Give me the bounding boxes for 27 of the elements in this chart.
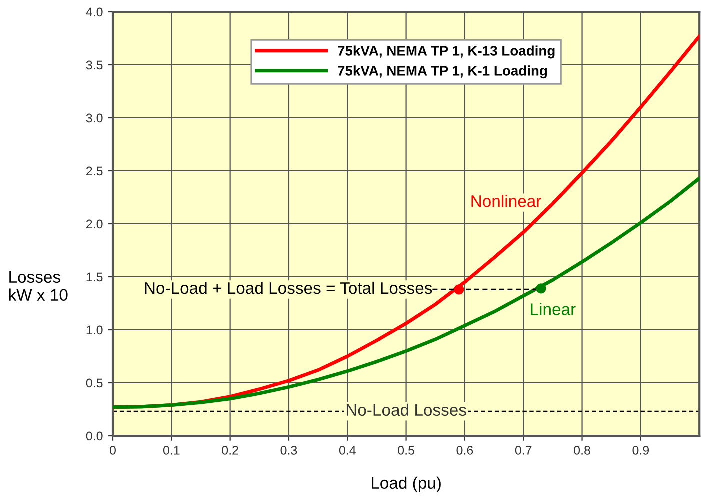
legend-label: 75kVA, NEMA TP 1, K-13 Loading [338,46,555,59]
x-tick-label: 0.9 [632,446,650,455]
y-tick-label: 0.5 [86,378,103,388]
annotation: Nonlinear [472,195,542,208]
y-tick-label: 2.5 [86,166,103,176]
x-tick-label: 0.1 [163,446,180,455]
x-tick-label: 0.7 [515,446,532,455]
y-tick-label: 1.0 [86,326,103,335]
y-axis-title: Losses kW x 10 [9,271,68,302]
y-tick-label: 1.5 [86,272,103,282]
y-tick-label: 3.0 [86,114,103,123]
x-axis-title: Load (pu) [372,476,441,492]
x-tick-label: 0.5 [398,446,414,455]
legend-label: 75kVA, NEMA TP 1, K-1 Loading [338,66,548,79]
y-tick-label: 0.0 [86,432,103,441]
ref-line-label: No-Load Losses [346,404,466,416]
x-tick-label: 0.4 [339,446,356,455]
annotation: No-Load + Load Losses = Total Losses [145,282,432,294]
y-tick-label: 4.0 [86,8,103,17]
x-tick-label: 0.8 [574,446,590,455]
annotation: Linear [531,303,576,316]
y-tick-label: 2.0 [86,220,103,229]
x-tick-label: 0.2 [222,446,238,455]
x-tick-label: 0.6 [456,446,474,455]
y-tick-label: 3.5 [86,60,103,70]
x-tick-label: 0 [110,446,116,455]
x-tick-label: 0.3 [280,446,298,455]
